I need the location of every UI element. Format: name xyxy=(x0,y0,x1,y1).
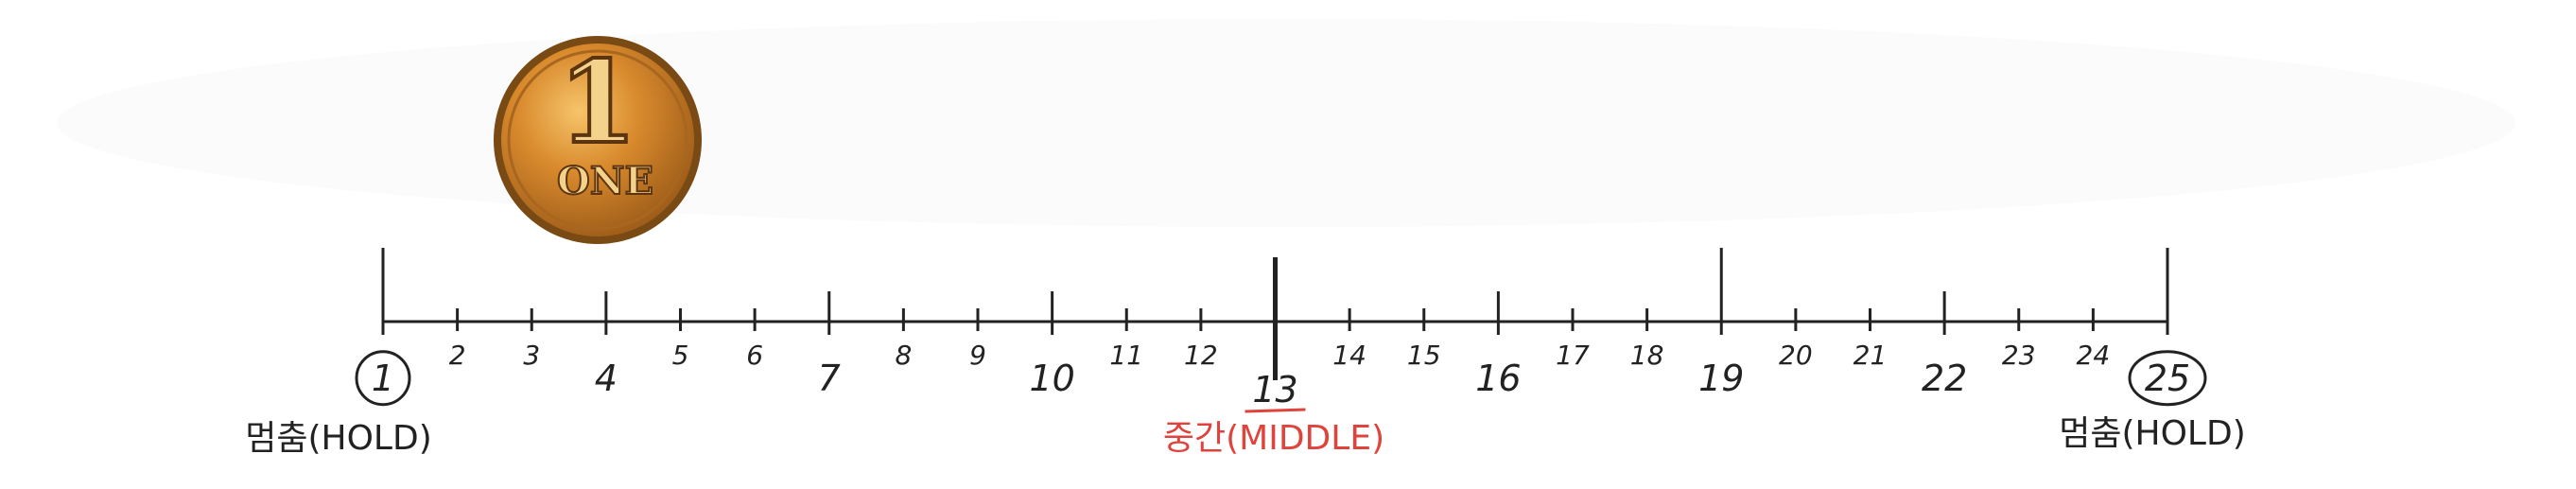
circle-mark-25 xyxy=(2128,350,2207,407)
tick-label-17: 17 xyxy=(1556,340,1590,371)
tick-label-6: 6 xyxy=(746,340,763,371)
tick-label-18: 18 xyxy=(1630,340,1664,371)
tick-label-24: 24 xyxy=(2077,340,2111,371)
middle-underline xyxy=(1244,408,1306,413)
tick-label-13: 13 xyxy=(1252,369,1297,410)
tick-label-2: 2 xyxy=(449,340,466,371)
background-wash xyxy=(57,19,2515,227)
coin-inner-ring xyxy=(507,49,688,231)
tick-label-20: 20 xyxy=(1779,340,1813,371)
tick-label-10: 10 xyxy=(1029,358,1074,399)
tick-label-25: 25 xyxy=(2145,358,2190,399)
tick-label-22: 22 xyxy=(1922,358,1967,399)
tick-label-1: 1 xyxy=(372,358,394,399)
tick-label-8: 8 xyxy=(895,340,912,371)
circle-mark-1 xyxy=(355,350,411,407)
tick-label-11: 11 xyxy=(1109,340,1143,371)
tick-label-12: 12 xyxy=(1184,340,1218,371)
tick-label-7: 7 xyxy=(818,358,841,399)
tick-label-15: 15 xyxy=(1407,340,1441,371)
tick-label-16: 16 xyxy=(1475,358,1521,399)
hold-caption-left: 멈춤(HOLD) xyxy=(245,419,432,458)
tick-label-5: 5 xyxy=(672,340,689,371)
tick-label-9: 9 xyxy=(969,340,986,371)
tick-label-23: 23 xyxy=(2002,340,2036,371)
tick-label-21: 21 xyxy=(1854,340,1888,371)
coin-icon: 1 ONE xyxy=(494,34,702,244)
coin-word: ONE xyxy=(557,159,653,203)
coin-numeral: 1 xyxy=(558,36,637,169)
tick-label-14: 14 xyxy=(1332,340,1366,371)
tick-label-3: 3 xyxy=(523,340,540,371)
hold-caption-right: 멈춤(HOLD) xyxy=(2059,414,2246,453)
middle-caption: 중간(MIDDLE) xyxy=(1163,419,1384,458)
tick-label-19: 19 xyxy=(1698,358,1744,399)
tick-label-4: 4 xyxy=(595,358,618,399)
coin-face xyxy=(501,44,694,236)
